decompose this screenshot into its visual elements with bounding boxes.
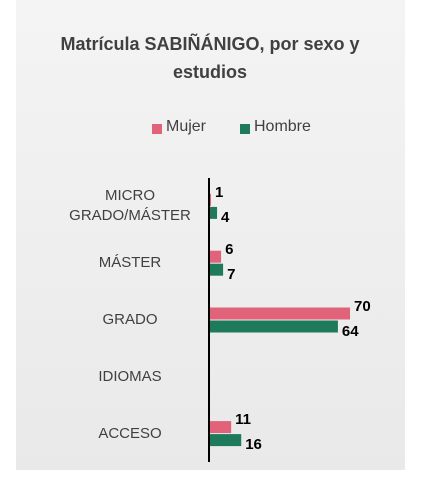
bar [209,421,232,434]
chart-background [16,0,405,470]
legend-swatch [240,124,250,134]
data-label: 4 [221,208,230,226]
bar [209,206,218,219]
bar [209,307,350,320]
legend-swatch [152,124,162,134]
data-label: 6 [225,240,234,258]
y-tick-label: IDIOMAS [98,367,162,385]
data-label: 1 [215,183,224,201]
bar [209,263,224,276]
y-tick-label: GRADO [102,311,158,328]
legend-label: Mujer [166,118,207,135]
bar [209,434,242,447]
data-label: 70 [354,297,371,315]
data-label: 16 [245,436,262,454]
data-label: 64 [341,322,359,340]
y-tick-label: MICRO GRADO/MÁSTER [69,187,191,225]
legend-label: Hombre [254,118,311,135]
data-label: 11 [235,411,252,429]
bar [209,250,222,263]
bar [209,193,212,206]
chart-title: Matrícula SABIÑÁNIGO, por sexo y estudio… [60,34,360,82]
y-tick-label: MÁSTER [98,254,162,272]
y-tick-label: ACCESO [98,424,162,442]
data-label: 7 [227,265,236,283]
bar [209,320,338,333]
